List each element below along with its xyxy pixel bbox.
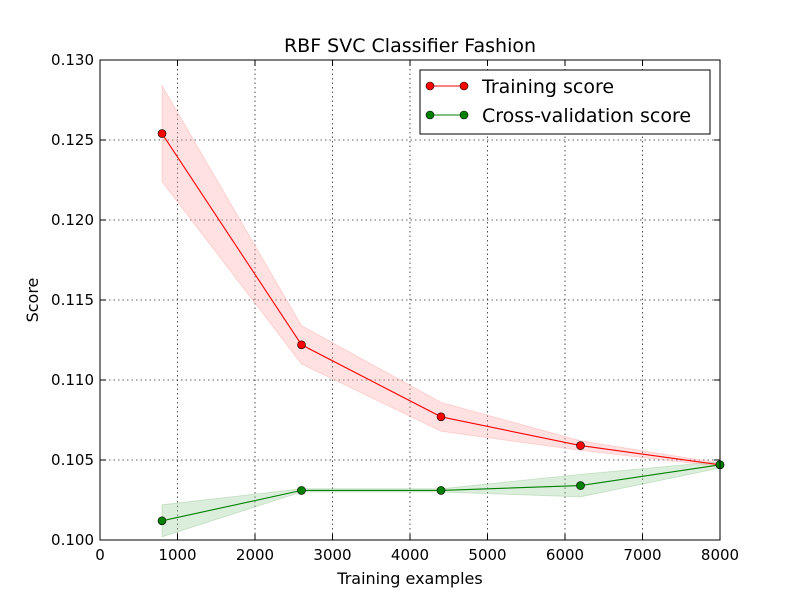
axis-ticks: 0 1000 2000 3000 4000 5000 6000 7000 8000 0.100 0.…: [51, 51, 739, 564]
training-data-point: [436, 412, 446, 422]
x-tick-label: 2000: [236, 546, 274, 564]
chart-title: RBF SVC Classifier Fashion: [284, 35, 536, 57]
y-tick-label: 0.110: [51, 371, 94, 389]
cross-validation-data-point: [576, 481, 585, 490]
series-lines: [157, 129, 725, 526]
legend-marker-cross-validation: [425, 110, 435, 120]
legend-marker-cross-validation: [459, 110, 469, 120]
legend-marker-training: [459, 81, 469, 91]
x-tick-label: 4000: [391, 546, 429, 564]
y-tick-label: 0.105: [51, 451, 94, 469]
legend-marker-training: [425, 81, 435, 91]
legend-entry-cross-validation: Cross-validation score: [425, 105, 691, 127]
cross-validation-data-point: [297, 486, 306, 495]
legend-box: [419, 69, 711, 135]
training-data-point: [576, 441, 585, 450]
x-tick-label: 8000: [701, 546, 739, 564]
y-tick-label: 0.125: [51, 131, 94, 149]
x-tick-label: 6000: [546, 546, 584, 564]
y-tick-label: 0.100: [51, 531, 94, 549]
y-tick-label: 0.115: [51, 291, 94, 309]
x-tick-label: 7000: [623, 546, 661, 564]
y-tick-label: 0.130: [51, 51, 94, 69]
legend-label-cross-validation: Cross-validation score: [482, 105, 691, 127]
training-data-point: [297, 340, 306, 350]
y-axis-label: Score: [23, 278, 42, 323]
cross-validation-data-point: [436, 486, 446, 495]
legend-label-training: Training score: [481, 76, 614, 98]
x-tick-label: 0: [95, 546, 105, 564]
legend: Training score Cross-validation score: [419, 69, 711, 135]
x-axis-label: Training examples: [336, 569, 482, 588]
cross-validation-data-point: [157, 516, 167, 526]
training-data-point: [157, 129, 167, 138]
x-tick-label: 5000: [468, 546, 506, 564]
x-tick-label: 3000: [313, 546, 351, 564]
y-tick-label: 0.120: [51, 211, 94, 229]
legend-entry-training: Training score: [425, 76, 614, 98]
x-tick-label: 1000: [158, 546, 196, 564]
